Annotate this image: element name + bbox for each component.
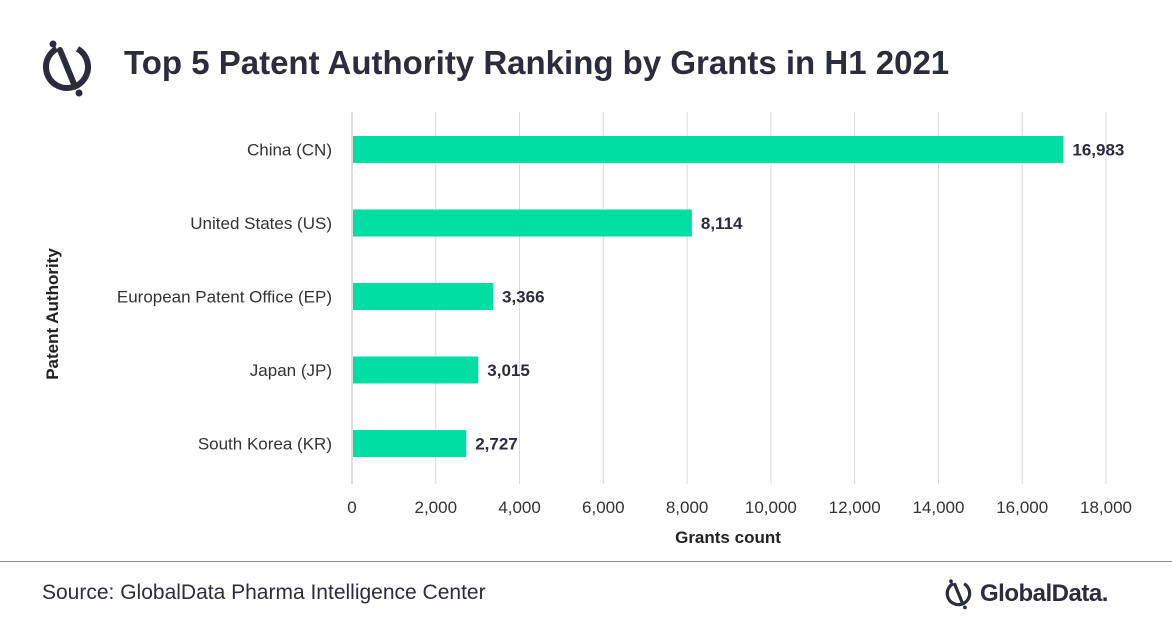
value-label: 3,366 — [502, 288, 545, 307]
x-tick-label: 8,000 — [666, 498, 709, 517]
value-label: 3,015 — [487, 361, 530, 380]
bar — [353, 209, 692, 237]
value-label: 16,983 — [1072, 141, 1124, 160]
bar — [353, 283, 493, 310]
x-axis-title: Grants count — [675, 528, 781, 547]
footer-divider — [0, 561, 1172, 562]
value-label: 8,114 — [701, 214, 743, 233]
value-label: 2,727 — [475, 435, 518, 454]
x-tick-label: 2,000 — [415, 498, 458, 517]
brand-logo: GlobalData. — [944, 578, 1108, 610]
chart-title: Top 5 Patent Authority Ranking by Grants… — [124, 44, 950, 81]
x-tick-label: 0 — [347, 498, 356, 517]
x-tick-label: 12,000 — [829, 498, 881, 517]
bar — [353, 430, 467, 457]
brand-name: GlobalData. — [980, 580, 1108, 607]
x-tick-label: 10,000 — [745, 498, 797, 517]
x-tick-label: 4,000 — [498, 498, 541, 517]
category-label: Japan (JP) — [250, 361, 332, 380]
bar-chart: 0 2,000 4,000 6,000 8,000 10,000 12,000 14,000 1… — [43, 112, 1132, 547]
category-label: South Korea (KR) — [198, 435, 332, 454]
globaldata-logo-icon — [945, 579, 972, 610]
category-label: United States (US) — [190, 214, 332, 233]
source-note: Source: GlobalData Pharma Intelligence C… — [42, 581, 486, 604]
y-axis-title: Patent Authority — [43, 248, 62, 380]
bar — [353, 136, 1064, 163]
x-tick-label: 16,000 — [996, 498, 1048, 517]
globaldata-logo-icon — [43, 40, 91, 97]
bar — [353, 356, 479, 384]
x-tick-label: 6,000 — [582, 498, 625, 517]
category-label: China (CN) — [247, 141, 332, 160]
category-label: European Patent Office (EP) — [117, 288, 332, 307]
x-tick-label: 14,000 — [912, 498, 964, 517]
x-tick-label: 18,000 — [1080, 498, 1132, 517]
